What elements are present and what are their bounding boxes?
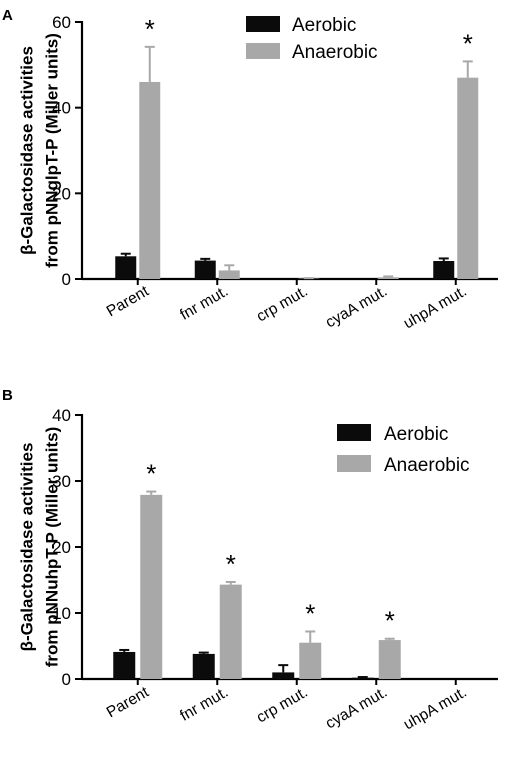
panel-b-category-label: fnr mut.	[177, 684, 231, 725]
panel-a-category-label: Parent	[104, 282, 153, 320]
panel-a-ytick-label: 40	[52, 99, 71, 118]
panel-a-legend-label-aerobic: Aerobic	[292, 15, 356, 36]
panel-a-ytick-label: 20	[52, 184, 71, 203]
panel-a-bar-anaerobic	[218, 270, 240, 279]
panel-b-category-label: cyaA mut.	[323, 684, 390, 733]
panel-b-label: B	[2, 387, 13, 404]
panel-a-legend-swatch-aerobic	[246, 16, 280, 32]
panel-b-ytick-label: 0	[62, 670, 71, 689]
panel-b-legend-swatch-aerobic	[337, 424, 371, 441]
panel-b-bar-aerobic	[192, 653, 215, 679]
panel-a-bar-aerobic	[433, 261, 455, 279]
panel-b-ytick-label: 20	[52, 538, 71, 557]
panel-b-legend-label-aerobic: Aerobic	[384, 424, 448, 445]
panel-b-bar-aerobic	[113, 651, 136, 679]
panel-a-category-label: uhpA mut.	[401, 283, 470, 333]
panel-a-legend-label-anaerobic: Anaerobic	[292, 42, 378, 63]
panel-b-significance-star: *	[146, 459, 156, 489]
panel-a-bar-aerobic	[115, 256, 137, 279]
panel-b-bar-anaerobic	[219, 584, 242, 679]
panel-a-significance-star: *	[463, 28, 473, 58]
panel-a-bar-anaerobic	[139, 81, 161, 279]
panel-b-bar-anaerobic	[378, 640, 401, 679]
panel-b-category-label: Parent	[104, 683, 153, 721]
panel-b-significance-star: *	[305, 598, 315, 628]
panel-b-ytick-label: 40	[52, 406, 71, 425]
panel-b-legend-label-anaerobic: Anaerobic	[384, 455, 470, 476]
panel-a-label: A	[2, 7, 13, 24]
panel-a-ylabel-line-1: β-Galactosidase activities	[17, 46, 36, 255]
panel-b-bar-anaerobic	[299, 642, 322, 679]
panel-b-chart: Bβ-Galactosidase activities from pNNuhpT-…	[2, 387, 498, 733]
panel-a-category-label: cyaA mut.	[323, 283, 390, 332]
panel-b-ytick-label: 30	[52, 472, 71, 491]
panel-a-ytick-label: 60	[52, 13, 71, 32]
panel-b-category-label: crp mut.	[254, 684, 311, 727]
panel-b-bar-aerobic	[351, 677, 374, 679]
panel-a-bar-anaerobic	[457, 77, 479, 279]
panel-a-legend-swatch-anaerobic	[246, 43, 280, 59]
panel-b-significance-star: *	[385, 606, 395, 636]
panel-b-ylabel-line-1: β-Galactosidase activities	[17, 443, 36, 652]
panel-b-legend-swatch-anaerobic	[337, 455, 371, 472]
panel-a-ylabel-line-2: from pNNglpT-P (Miller units)	[42, 33, 61, 268]
panel-b-category-label: uhpA mut.	[401, 684, 470, 734]
panel-a-category-label: crp mut.	[254, 283, 311, 326]
panel-a-ytick-label: 0	[62, 270, 71, 289]
panel-a-bar-anaerobic	[377, 277, 399, 279]
panel-b-bar-anaerobic	[140, 494, 163, 679]
panel-b-ytick-label: 10	[52, 604, 71, 623]
panel-a-significance-star: *	[145, 14, 155, 44]
panel-a-chart: Aβ-Galactosidase activities from pNNglpT-…	[2, 7, 498, 332]
panel-b-bar-aerobic	[272, 672, 295, 679]
panel-b-significance-star: *	[226, 549, 236, 579]
panel-a-category-label: fnr mut.	[177, 283, 231, 324]
panel-a-bar-aerobic	[194, 260, 216, 279]
panel-b-ylabel-line-2: from pNNuhpT-P (Miller units)	[42, 427, 61, 668]
